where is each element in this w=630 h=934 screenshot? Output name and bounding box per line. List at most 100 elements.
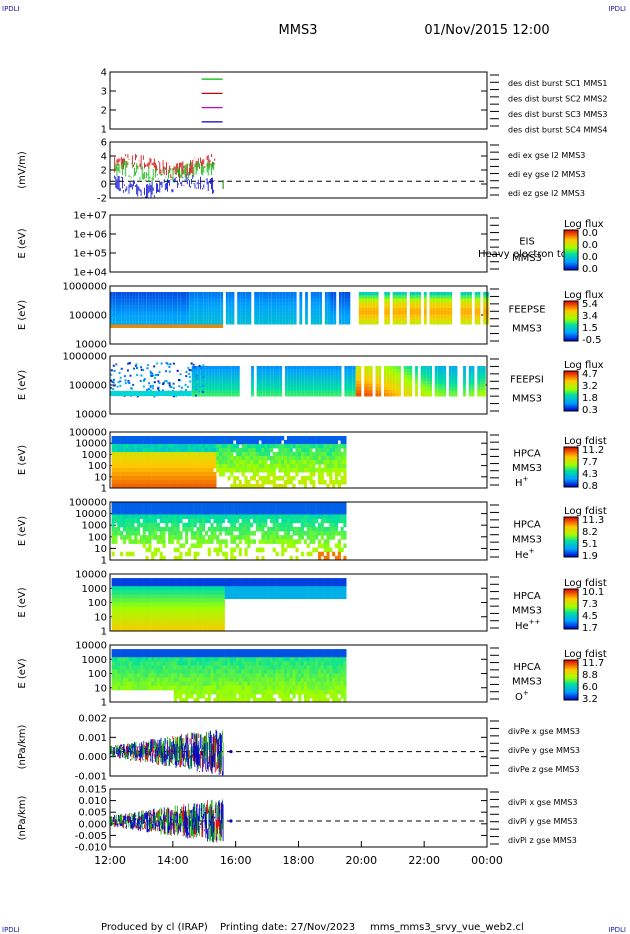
spectrogram-cell: [209, 314, 212, 319]
spectrogram-cell: [156, 456, 160, 461]
spectrogram-cell: [208, 384, 212, 388]
spectrogram-cell: [179, 510, 183, 515]
spectrogram-cell: [225, 366, 229, 370]
spectrogram-cell: [230, 531, 234, 536]
spectrogram-cell: [159, 480, 163, 485]
spectrogram-cell: [267, 531, 271, 536]
spectrogram-cell: [234, 378, 237, 382]
spectrogram-cell: [292, 514, 296, 519]
spectrogram-cell: [182, 472, 186, 477]
spectrogram-cell: [134, 602, 138, 608]
spectrogram-cell: [183, 301, 187, 306]
spectrogram-cell: [122, 526, 126, 532]
spectrogram-cell: [207, 510, 211, 515]
spectrogram-cell: [192, 385, 195, 388]
spectrogram-cell: [203, 369, 206, 373]
spectrogram-cell: [373, 320, 376, 325]
spectrogram-cell: [326, 543, 330, 548]
spectrogram-cell: [384, 314, 388, 319]
spectrogram-cell: [219, 448, 223, 453]
spectrogram-cell: [204, 480, 208, 485]
spectrogram-cell: [216, 535, 220, 540]
spectrogram-cell: [114, 614, 118, 620]
spectrogram-cell: [213, 594, 217, 599]
spectrogram-cell: [213, 614, 217, 620]
spectrogram-cell: [134, 626, 138, 632]
spectrogram-cell: [143, 298, 147, 303]
spectrogram-cell: [316, 381, 319, 385]
spectrogram-cell: [298, 440, 302, 445]
colorbar-title: Log flux: [564, 219, 604, 230]
spectrogram-cell: [329, 468, 333, 473]
spectrogram-cell: [245, 311, 249, 315]
spectrogram-cell: [267, 476, 271, 481]
spectrogram-cell: [124, 295, 127, 299]
spectrogram-cell: [205, 369, 209, 373]
spectrogram-cell: [303, 518, 307, 524]
spectrogram-cell: [343, 531, 347, 536]
spectrogram-cell: [273, 366, 277, 370]
spectrogram-cell: [121, 317, 125, 322]
spectrogram-cell: [176, 476, 180, 481]
spectrogram-cell: [295, 506, 299, 511]
spectrogram-cell: [267, 452, 271, 457]
spectrogram-cell: [128, 506, 132, 511]
spectrogram-cell: [289, 555, 293, 561]
spectrogram-cell: [392, 375, 396, 379]
spectrogram-cell: [115, 317, 119, 322]
spectrogram-cell: [168, 456, 172, 461]
spectrogram-cell: [301, 514, 305, 519]
spectrogram-cell: [404, 304, 407, 309]
spectrogram-cell: [466, 304, 470, 309]
spectrogram-cell: [154, 551, 158, 557]
spectrogram-cell: [179, 379, 182, 382]
spectrogram-cell: [231, 369, 235, 373]
spectrogram-cell: [438, 301, 441, 306]
spectrogram-cell: [122, 506, 126, 511]
spectrogram-cell: [196, 436, 200, 441]
spectrogram-cell: [241, 448, 245, 453]
spectrogram-cell: [154, 602, 158, 608]
spectrogram-cell: [463, 384, 466, 388]
spectrogram-cell: [264, 539, 268, 544]
spectrogram-cell: [340, 468, 344, 473]
spectrogram-cell: [121, 308, 125, 312]
spectrogram-cell: [141, 317, 144, 322]
spectrogram-cell: [125, 468, 129, 473]
spectrogram-cell: [320, 452, 324, 457]
spectrogram-cell: [241, 531, 245, 536]
spectrogram-cell: [230, 444, 234, 449]
spectrogram-cell: [279, 378, 283, 382]
spectrogram-cell: [440, 308, 444, 312]
spectrogram-cell: [350, 366, 353, 370]
spectrogram-cell: [429, 298, 433, 303]
spectrogram-cell: [225, 369, 229, 373]
spectrogram-cell: [196, 510, 200, 515]
spectrogram-cell: [298, 460, 302, 465]
spectrogram-cell: [138, 301, 142, 306]
spectrogram-cell: [225, 375, 229, 379]
spectrogram-cell: [132, 308, 136, 312]
spectrogram-cell: [187, 448, 191, 453]
spectrogram-cell: [120, 444, 124, 449]
spectrogram-cell: [193, 472, 197, 477]
spectrogram-cell: [274, 301, 277, 306]
spectrogram-cell: [131, 484, 135, 489]
spectrogram-cell: [190, 484, 194, 489]
spectrogram-cell: [238, 468, 242, 473]
spectrogram-cell: [264, 476, 268, 481]
spectrogram-cell: [463, 390, 466, 394]
spectrogram-cell: [289, 456, 293, 461]
spectrogram-cell: [350, 393, 353, 397]
spectrogram-cell: [117, 598, 121, 603]
colorbar-tick-label: 0.8: [582, 481, 598, 492]
spectrogram-cell: [162, 578, 166, 583]
spectrogram-cell: [244, 468, 248, 473]
spectrogram-cell: [111, 476, 115, 481]
spectrogram-cell: [236, 476, 240, 481]
spectrogram-cell: [404, 320, 407, 325]
spectrogram-cell: [267, 468, 271, 473]
spectrogram-cell: [415, 308, 419, 312]
spectrogram-cell: [358, 311, 362, 315]
spectrogram-cell: [152, 298, 156, 303]
